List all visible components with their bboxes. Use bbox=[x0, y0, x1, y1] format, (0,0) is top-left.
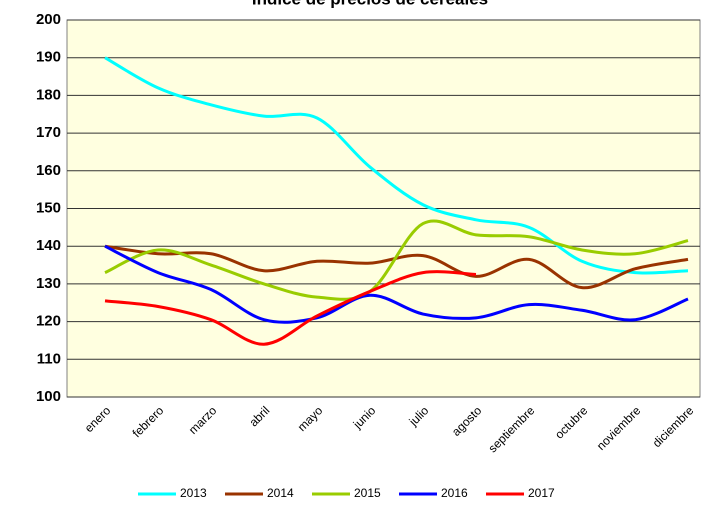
x-tick-label: enero bbox=[82, 403, 114, 435]
line bbox=[104, 270, 477, 346]
legend-label: 2015 bbox=[354, 486, 381, 500]
y-tick-label: 170 bbox=[36, 124, 61, 141]
x-tick-label: diciembre bbox=[650, 403, 697, 450]
y-tick-label: 120 bbox=[36, 313, 61, 330]
y-tick-label: 200 bbox=[36, 11, 61, 28]
x-tick-label: noviembre bbox=[594, 403, 644, 453]
legend-label: 2013 bbox=[180, 486, 207, 500]
y-tick-label: 190 bbox=[36, 49, 61, 66]
x-tick-label: septiembre bbox=[485, 403, 537, 455]
y-tick-label: 100 bbox=[36, 388, 61, 405]
y-tick-label: 110 bbox=[37, 350, 61, 367]
legend-label: 2014 bbox=[267, 486, 294, 500]
x-tick-label: junio bbox=[350, 403, 379, 432]
x-tick-label: abril bbox=[246, 403, 272, 429]
y-tick-label: 130 bbox=[36, 275, 61, 292]
line bbox=[104, 244, 689, 324]
x-tick-label: octubre bbox=[552, 403, 590, 441]
chart-title: Índice de precios de cereales bbox=[252, 0, 488, 8]
x-tick-label: agosto bbox=[449, 403, 485, 439]
x-tick-label: julio bbox=[406, 403, 432, 429]
y-tick-label: 160 bbox=[36, 162, 61, 179]
legend-label: 2017 bbox=[528, 486, 555, 500]
legend-label: 2016 bbox=[441, 486, 468, 500]
y-tick-label: 140 bbox=[36, 237, 61, 254]
x-tick-label: marzo bbox=[186, 403, 220, 437]
y-tick-label: 180 bbox=[36, 86, 61, 103]
y-tick-label: 150 bbox=[36, 199, 61, 216]
line bbox=[104, 219, 689, 301]
x-tick-label: mayo bbox=[295, 403, 326, 434]
line bbox=[104, 244, 689, 290]
x-tick-label: febrero bbox=[130, 403, 167, 440]
line bbox=[104, 56, 689, 275]
